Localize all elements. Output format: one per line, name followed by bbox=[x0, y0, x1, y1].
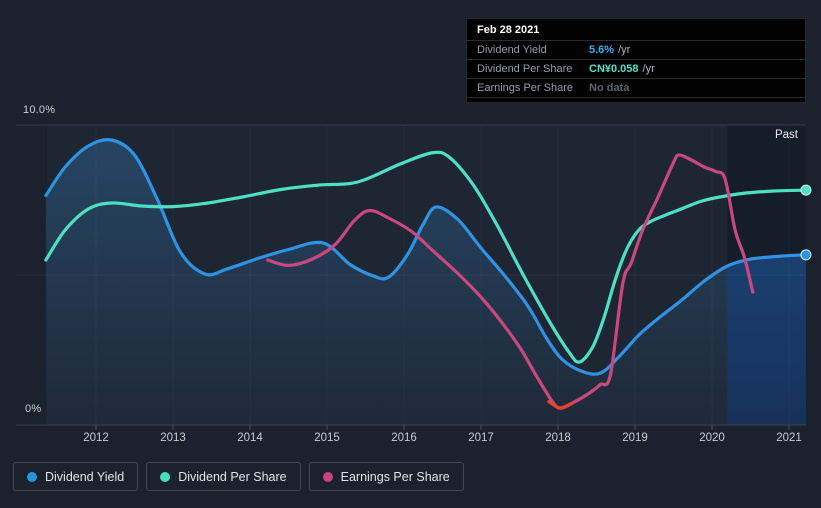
chart-legend: Dividend Yield Dividend Per Share Earnin… bbox=[13, 462, 464, 491]
dividend-history-chart[interactable]: 2012 2013 2014 2015 2016 2017 2018 2019 2020 2021 bbox=[0, 0, 821, 452]
x-axis-label: 2018 bbox=[545, 432, 571, 444]
tooltip-label: Dividend Yield bbox=[477, 44, 547, 56]
tooltip-row-earnings-per-share: Earnings Per Share No data bbox=[467, 78, 805, 98]
earnings-per-share-line bbox=[266, 153, 755, 410]
x-axis-label: 2016 bbox=[391, 432, 417, 444]
x-axis-label: 2013 bbox=[160, 432, 186, 444]
dividend-yield-dot-icon bbox=[27, 471, 37, 482]
tooltip-label: Dividend Per Share bbox=[477, 63, 573, 75]
x-axis-label: 2017 bbox=[468, 432, 494, 444]
chart-tooltip: Feb 28 2021 Dividend Yield 5.6% /yr Divi… bbox=[466, 18, 806, 103]
tooltip-row-dividend-per-share: Dividend Per Share CN¥0.058 /yr bbox=[467, 59, 805, 78]
y-axis-bottom-label: 0% bbox=[25, 403, 42, 415]
x-axis-label: 2019 bbox=[622, 432, 648, 444]
y-axis-top-label: 10.0% bbox=[23, 104, 56, 116]
legend-item-earnings-per-share[interactable]: Earnings Per Share bbox=[308, 462, 464, 491]
tooltip-value: 5.6% bbox=[589, 44, 615, 56]
tooltip-date: Feb 28 2021 bbox=[477, 24, 540, 36]
past-region-label: Past bbox=[774, 129, 798, 141]
dividend-yield-area bbox=[45, 139, 806, 425]
x-axis-label: 2021 bbox=[776, 432, 802, 444]
legend-item-dividend-per-share[interactable]: Dividend Per Share bbox=[146, 462, 301, 491]
tooltip-unit: /yr bbox=[618, 44, 631, 56]
legend-item-dividend-yield[interactable]: Dividend Yield bbox=[13, 462, 139, 491]
tooltip-row-dividend-yield: Dividend Yield 5.6% /yr bbox=[467, 40, 805, 59]
tooltip-label: Earnings Per Share bbox=[477, 82, 573, 94]
dividend-yield-area-past bbox=[727, 254, 806, 425]
earnings-per-share-dot-icon bbox=[322, 471, 333, 482]
x-axis-label: 2014 bbox=[237, 432, 263, 444]
x-axis-label: 2012 bbox=[83, 432, 109, 444]
legend-item-label: Earnings Per Share bbox=[340, 469, 450, 484]
tooltip-value: CN¥0.058 bbox=[589, 63, 639, 75]
x-axis-label: 2020 bbox=[699, 432, 725, 444]
tooltip-value: No data bbox=[589, 82, 630, 94]
eps-negative-segment-line bbox=[547, 400, 574, 411]
x-axis-label: 2015 bbox=[314, 432, 340, 444]
legend-item-label: Dividend Per Share bbox=[178, 469, 287, 484]
dividend-yield-line bbox=[44, 138, 808, 376]
dividend-yield-end-dot bbox=[800, 249, 812, 261]
dividend-per-share-end-dot bbox=[800, 184, 812, 196]
legend-item-label: Dividend Yield bbox=[45, 469, 125, 484]
dividend-per-share-dot-icon bbox=[160, 471, 171, 482]
tooltip-unit: /yr bbox=[642, 63, 655, 75]
dividend-per-share-line bbox=[44, 150, 808, 364]
